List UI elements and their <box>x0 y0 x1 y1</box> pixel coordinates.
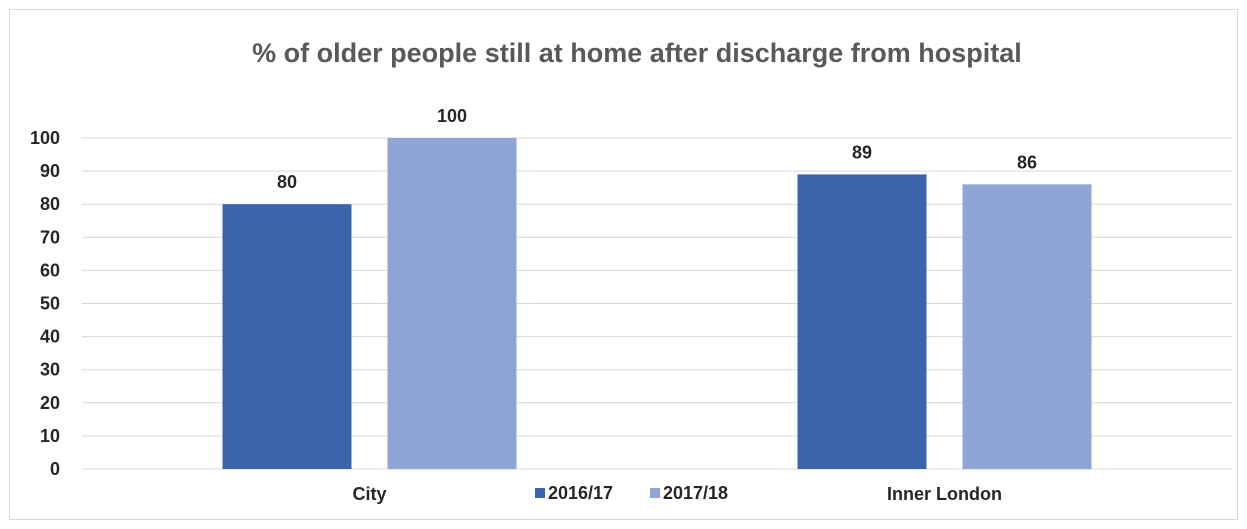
y-tick-label: 30 <box>40 360 60 380</box>
data-labels: 80 100 89 86 <box>277 106 1037 192</box>
data-label: 89 <box>852 142 872 162</box>
y-tick-label: 0 <box>50 459 60 479</box>
legend-label: 2017/18 <box>663 483 728 503</box>
category-label: Inner London <box>887 484 1002 504</box>
y-tick-label: 70 <box>40 227 60 247</box>
legend-swatch <box>650 488 660 498</box>
bar-2017-18-inner-london <box>962 184 1092 469</box>
bar-2016-17-city <box>222 204 352 469</box>
y-tick-label: 10 <box>40 426 60 446</box>
y-tick-label: 80 <box>40 194 60 214</box>
legend: 2016/17 2017/18 <box>535 483 728 503</box>
y-tick-label: 40 <box>40 327 60 347</box>
bars <box>222 138 1092 469</box>
data-label: 100 <box>437 106 467 126</box>
data-label: 80 <box>277 172 297 192</box>
legend-swatch <box>535 488 545 498</box>
y-tick-label: 20 <box>40 393 60 413</box>
y-tick-label: 60 <box>40 260 60 280</box>
y-tick-label: 50 <box>40 294 60 314</box>
category-labels: City Inner London <box>352 484 1002 504</box>
y-tick-label: 90 <box>40 161 60 181</box>
y-axis-ticks: 0 10 20 30 40 50 60 70 80 90 100 <box>30 128 60 479</box>
chart-title: % of older people still at home after di… <box>252 38 1022 68</box>
bar-2017-18-city <box>387 138 517 469</box>
y-tick-label: 100 <box>30 128 60 148</box>
bar-2016-17-inner-london <box>797 174 927 469</box>
data-label: 86 <box>1017 152 1037 172</box>
category-label: City <box>352 484 386 504</box>
legend-label: 2016/17 <box>548 483 613 503</box>
